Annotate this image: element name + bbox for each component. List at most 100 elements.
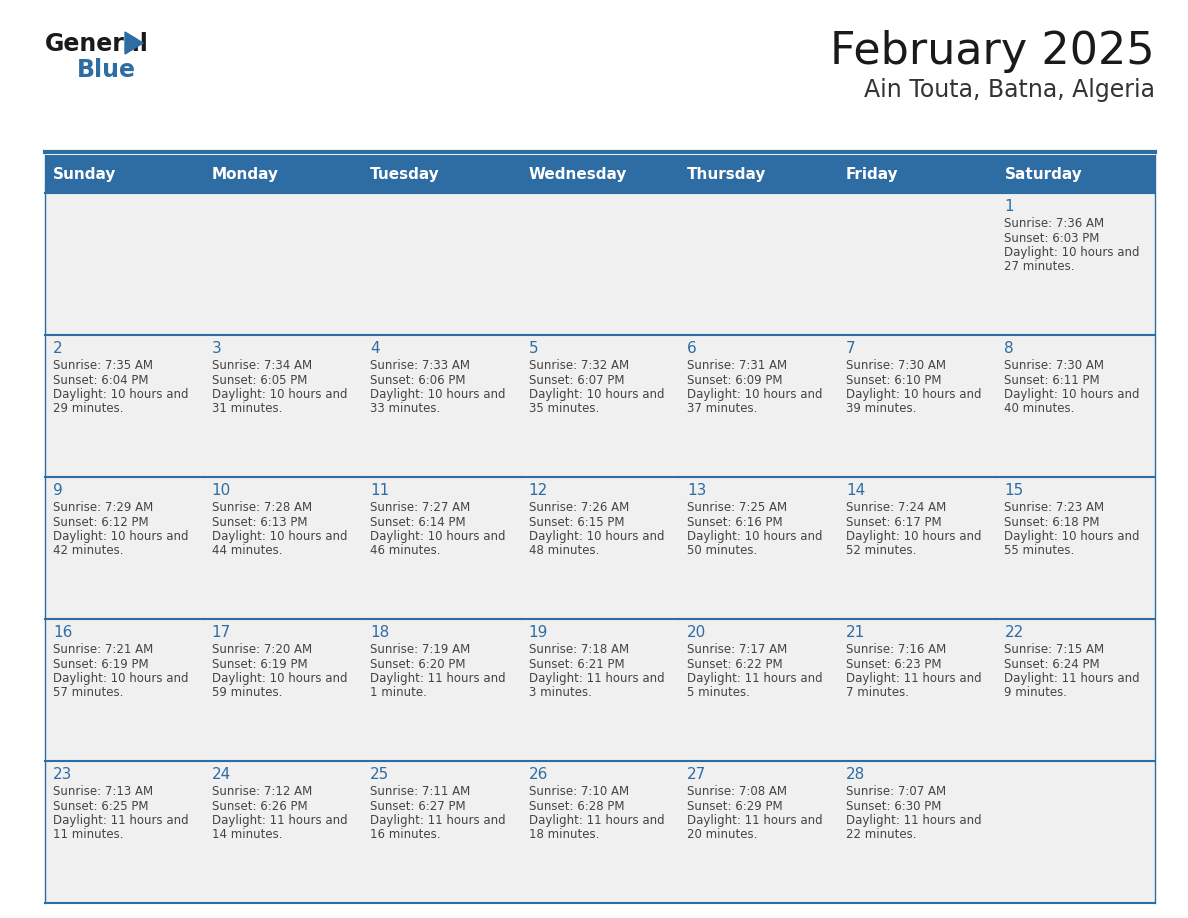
Text: Daylight: 11 hours and: Daylight: 11 hours and — [529, 814, 664, 827]
Text: Sunrise: 7:25 AM: Sunrise: 7:25 AM — [688, 501, 788, 514]
Bar — [680, 761, 838, 903]
Text: Sunset: 6:20 PM: Sunset: 6:20 PM — [371, 657, 466, 670]
Text: Sunrise: 7:26 AM: Sunrise: 7:26 AM — [529, 501, 628, 514]
Bar — [997, 619, 1155, 761]
Text: Daylight: 10 hours and: Daylight: 10 hours and — [688, 530, 823, 543]
Text: Sunset: 6:30 PM: Sunset: 6:30 PM — [846, 800, 941, 812]
Bar — [45, 335, 203, 477]
Text: Daylight: 10 hours and: Daylight: 10 hours and — [371, 530, 506, 543]
Text: 2: 2 — [53, 341, 63, 356]
Bar — [520, 193, 680, 335]
Text: Sunrise: 7:19 AM: Sunrise: 7:19 AM — [371, 643, 470, 656]
Text: Sunrise: 7:36 AM: Sunrise: 7:36 AM — [1004, 217, 1105, 230]
Text: 57 minutes.: 57 minutes. — [53, 687, 124, 700]
Text: 22: 22 — [1004, 625, 1024, 640]
Bar — [997, 761, 1155, 903]
Bar — [997, 193, 1155, 335]
Bar — [520, 761, 680, 903]
Text: 27 minutes.: 27 minutes. — [1004, 261, 1075, 274]
Text: 9: 9 — [53, 483, 63, 498]
Text: 3: 3 — [211, 341, 221, 356]
Text: 27: 27 — [688, 767, 707, 782]
Text: 42 minutes.: 42 minutes. — [53, 544, 124, 557]
Bar — [203, 193, 362, 335]
Text: Sunset: 6:17 PM: Sunset: 6:17 PM — [846, 516, 941, 529]
Text: Sunset: 6:26 PM: Sunset: 6:26 PM — [211, 800, 308, 812]
Bar — [45, 761, 203, 903]
Bar — [362, 193, 520, 335]
Text: 33 minutes.: 33 minutes. — [371, 402, 441, 416]
Text: Sunrise: 7:33 AM: Sunrise: 7:33 AM — [371, 359, 470, 372]
Text: Daylight: 11 hours and: Daylight: 11 hours and — [688, 814, 823, 827]
Text: 1 minute.: 1 minute. — [371, 687, 426, 700]
Text: Sunset: 6:16 PM: Sunset: 6:16 PM — [688, 516, 783, 529]
Bar — [45, 619, 203, 761]
Text: Sunrise: 7:28 AM: Sunrise: 7:28 AM — [211, 501, 311, 514]
Text: Sunrise: 7:13 AM: Sunrise: 7:13 AM — [53, 785, 153, 798]
Text: Sunset: 6:22 PM: Sunset: 6:22 PM — [688, 657, 783, 670]
Bar — [362, 477, 520, 619]
Text: Saturday: Saturday — [1004, 166, 1082, 182]
Bar — [680, 619, 838, 761]
Text: 25: 25 — [371, 767, 390, 782]
Text: 19: 19 — [529, 625, 548, 640]
Text: Daylight: 10 hours and: Daylight: 10 hours and — [211, 672, 347, 685]
Text: Daylight: 11 hours and: Daylight: 11 hours and — [688, 672, 823, 685]
Text: Sunset: 6:21 PM: Sunset: 6:21 PM — [529, 657, 625, 670]
Text: Tuesday: Tuesday — [371, 166, 440, 182]
Text: 14 minutes.: 14 minutes. — [211, 829, 282, 842]
Text: Sunset: 6:11 PM: Sunset: 6:11 PM — [1004, 374, 1100, 386]
Text: Daylight: 11 hours and: Daylight: 11 hours and — [846, 814, 981, 827]
Text: Daylight: 10 hours and: Daylight: 10 hours and — [846, 388, 981, 401]
Text: Sunset: 6:09 PM: Sunset: 6:09 PM — [688, 374, 783, 386]
Bar — [680, 477, 838, 619]
Text: Sunrise: 7:34 AM: Sunrise: 7:34 AM — [211, 359, 311, 372]
Text: Daylight: 10 hours and: Daylight: 10 hours and — [371, 388, 506, 401]
Text: Sunset: 6:14 PM: Sunset: 6:14 PM — [371, 516, 466, 529]
Bar — [362, 619, 520, 761]
Text: Sunset: 6:06 PM: Sunset: 6:06 PM — [371, 374, 466, 386]
Text: Sunrise: 7:18 AM: Sunrise: 7:18 AM — [529, 643, 628, 656]
Text: Sunset: 6:25 PM: Sunset: 6:25 PM — [53, 800, 148, 812]
Text: 26: 26 — [529, 767, 548, 782]
Text: Sunset: 6:28 PM: Sunset: 6:28 PM — [529, 800, 624, 812]
Text: February 2025: February 2025 — [830, 30, 1155, 73]
Bar — [520, 335, 680, 477]
Text: Daylight: 11 hours and: Daylight: 11 hours and — [529, 672, 664, 685]
Text: Sunset: 6:04 PM: Sunset: 6:04 PM — [53, 374, 148, 386]
Text: 1: 1 — [1004, 199, 1015, 214]
Text: 23: 23 — [53, 767, 72, 782]
Text: 10: 10 — [211, 483, 230, 498]
Text: 50 minutes.: 50 minutes. — [688, 544, 758, 557]
Text: Sunset: 6:12 PM: Sunset: 6:12 PM — [53, 516, 148, 529]
Text: Daylight: 10 hours and: Daylight: 10 hours and — [529, 388, 664, 401]
Text: 40 minutes.: 40 minutes. — [1004, 402, 1075, 416]
Bar — [838, 335, 997, 477]
Text: Sunrise: 7:35 AM: Sunrise: 7:35 AM — [53, 359, 153, 372]
Text: Sunrise: 7:10 AM: Sunrise: 7:10 AM — [529, 785, 628, 798]
Text: 13: 13 — [688, 483, 707, 498]
Text: Daylight: 10 hours and: Daylight: 10 hours and — [211, 388, 347, 401]
Text: Sunrise: 7:20 AM: Sunrise: 7:20 AM — [211, 643, 311, 656]
Text: 5: 5 — [529, 341, 538, 356]
Text: Ain Touta, Batna, Algeria: Ain Touta, Batna, Algeria — [864, 78, 1155, 102]
Text: 14: 14 — [846, 483, 865, 498]
Text: Sunrise: 7:07 AM: Sunrise: 7:07 AM — [846, 785, 946, 798]
Text: 22 minutes.: 22 minutes. — [846, 829, 916, 842]
Text: 12: 12 — [529, 483, 548, 498]
Bar — [45, 155, 1155, 193]
Text: 21: 21 — [846, 625, 865, 640]
Text: Sunrise: 7:30 AM: Sunrise: 7:30 AM — [1004, 359, 1105, 372]
Text: 3 minutes.: 3 minutes. — [529, 687, 592, 700]
Text: 16 minutes.: 16 minutes. — [371, 829, 441, 842]
Text: 46 minutes.: 46 minutes. — [371, 544, 441, 557]
Text: 15: 15 — [1004, 483, 1024, 498]
Text: 4: 4 — [371, 341, 380, 356]
Text: Sunset: 6:19 PM: Sunset: 6:19 PM — [211, 657, 308, 670]
Text: 20 minutes.: 20 minutes. — [688, 829, 758, 842]
Text: Sunset: 6:18 PM: Sunset: 6:18 PM — [1004, 516, 1100, 529]
Text: Daylight: 10 hours and: Daylight: 10 hours and — [53, 530, 189, 543]
Text: Sunrise: 7:17 AM: Sunrise: 7:17 AM — [688, 643, 788, 656]
Text: Daylight: 11 hours and: Daylight: 11 hours and — [53, 814, 189, 827]
Text: 18 minutes.: 18 minutes. — [529, 829, 599, 842]
